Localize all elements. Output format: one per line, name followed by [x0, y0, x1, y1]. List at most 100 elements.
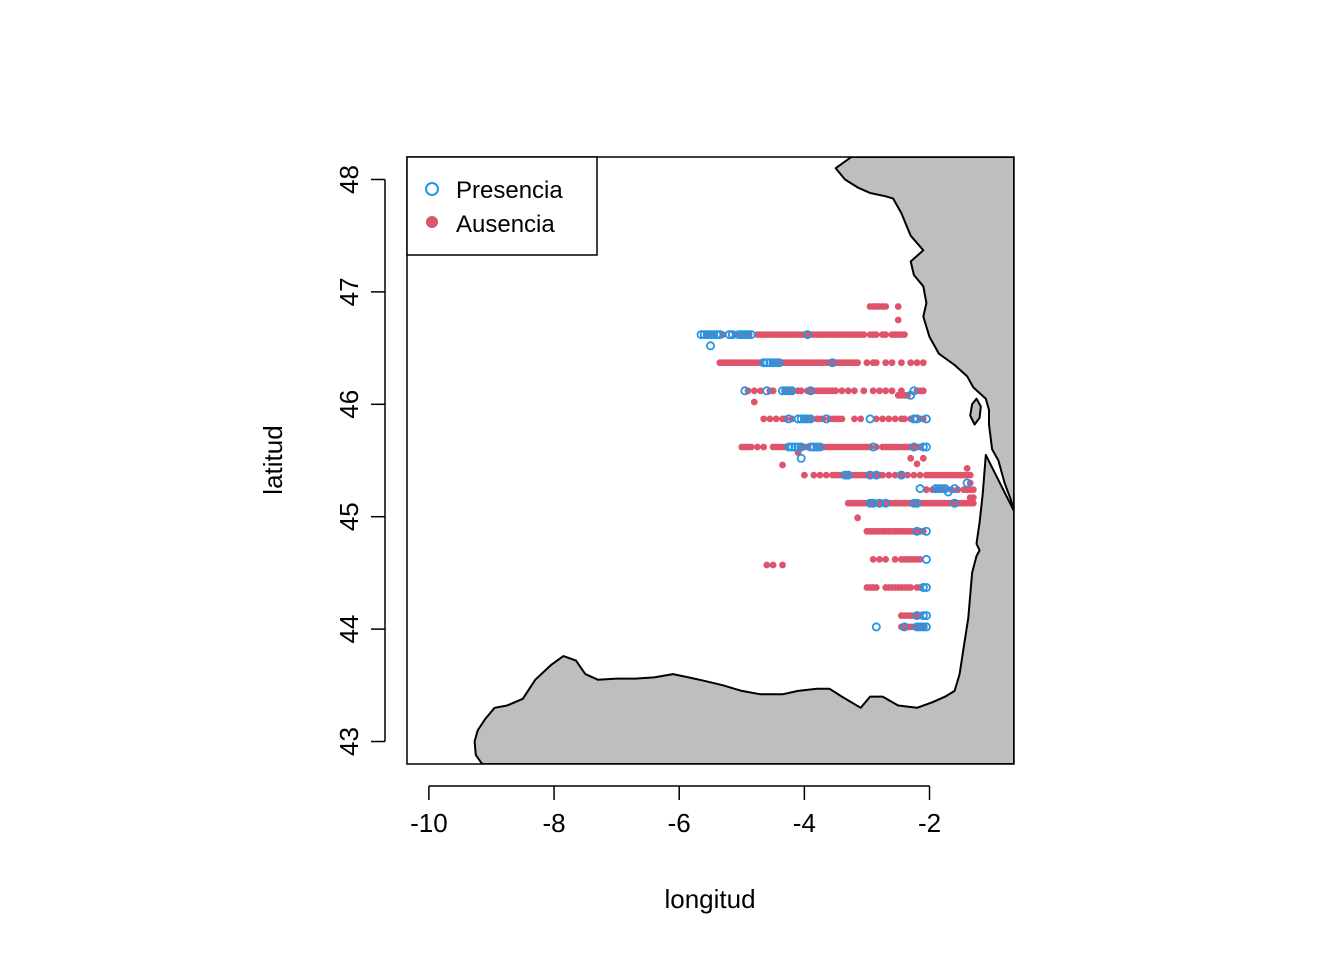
x-tick-label: -8 [542, 808, 565, 838]
ausencia-point [838, 415, 846, 423]
ausencia-point [882, 556, 890, 563]
presencia-point [812, 442, 822, 452]
ausencia-point [919, 387, 927, 395]
ausencia-point [885, 415, 893, 423]
ausencia-point [894, 316, 902, 324]
presencia-point [784, 442, 794, 452]
presencia-point [950, 498, 960, 508]
ausencia-point [760, 443, 768, 451]
y-tick-label: 44 [334, 615, 364, 644]
presencia-point [759, 358, 769, 368]
presencia-point [828, 358, 838, 368]
ausencia-point [919, 454, 927, 462]
ausencia-point [891, 415, 899, 423]
ausencia-point [898, 359, 905, 367]
ausencia-point [872, 331, 880, 338]
x-tick-label: -6 [668, 808, 691, 838]
presencia-point [734, 330, 744, 340]
ausencia-point [876, 556, 883, 563]
presencia-point [912, 611, 922, 621]
ausencia-point [888, 359, 896, 367]
ausencia-point [757, 387, 764, 395]
ausencia-point [888, 387, 896, 395]
presencia-point [803, 330, 813, 340]
presencia-point [875, 498, 885, 508]
presencia-point [762, 386, 772, 396]
presencia-point [912, 622, 922, 632]
y-axis-title: latitud [258, 425, 288, 494]
presencia-point [881, 498, 891, 508]
plot-frame [406, 156, 1015, 765]
presencia-point [762, 358, 772, 368]
ausencia-point [913, 359, 921, 367]
x-axis-title: longitud [664, 884, 755, 914]
y-tick-label: 47 [334, 277, 364, 306]
y-tick-label: 46 [334, 390, 364, 419]
presencia-point [784, 414, 794, 424]
presencia-point [962, 478, 972, 488]
presencia-point [921, 442, 931, 452]
presencia-point [796, 442, 806, 452]
presencia-point [921, 583, 931, 593]
presencia-point [715, 330, 725, 340]
presencia-point [843, 470, 853, 480]
presencia-point [915, 484, 925, 494]
y-tick-label: 43 [334, 727, 364, 756]
land-layer [473, 157, 1014, 764]
presencia-point [774, 358, 784, 368]
presencia-point [771, 358, 781, 368]
ausencia-point [857, 415, 865, 423]
x-tick-label: -2 [918, 808, 941, 838]
ausencia-point [891, 556, 899, 563]
ausencia-point [860, 331, 868, 338]
presencia-point [865, 470, 875, 480]
presencia-point [840, 470, 850, 480]
ausencia-point [969, 494, 977, 501]
ausencia-point [963, 465, 971, 472]
presencia-point [768, 358, 778, 368]
ausencia-point [869, 387, 877, 395]
presencia-point [706, 330, 716, 340]
ausencia-point [907, 454, 915, 462]
ausencia-point [810, 471, 818, 479]
presencia-point [921, 526, 931, 536]
ausencia-point [882, 387, 890, 395]
ausencia-point [750, 387, 758, 395]
presencia-point [912, 414, 922, 424]
ausencia-point [872, 359, 880, 367]
ausencia-point [919, 359, 927, 367]
presencia-point [921, 414, 931, 424]
presencia-point [706, 341, 716, 351]
presencia-point [865, 498, 875, 508]
presencia-point [912, 526, 922, 536]
ausencia-point [766, 415, 774, 423]
ausencia-point [754, 443, 761, 451]
ausencia-point [907, 584, 915, 591]
presencia-point [909, 498, 919, 508]
presencia-point [727, 330, 737, 340]
ausencia-point [872, 584, 880, 591]
ausencia-point [779, 561, 786, 569]
legend: Presencia Ausencia [406, 156, 598, 256]
presencia-point [796, 453, 806, 463]
ausencia-point [901, 415, 908, 423]
y-tick-label: 48 [334, 165, 364, 194]
presencia-point [871, 622, 881, 632]
presencia-point [918, 622, 928, 632]
ausencia-point [763, 561, 771, 569]
presencia-point [815, 442, 825, 452]
ausencia-point [966, 471, 974, 479]
presencia-point [871, 470, 881, 480]
presencia-point [912, 498, 922, 508]
presencia-point [906, 390, 916, 400]
ausencia-point [894, 303, 902, 310]
ausencia-point [801, 471, 808, 479]
ausencia-point [797, 387, 805, 395]
presencia-point [806, 386, 816, 396]
presencia-point [909, 442, 919, 452]
ausencia-point [923, 486, 930, 494]
presencia-point [803, 414, 813, 424]
legend-ausencia-label: Ausencia [456, 211, 555, 238]
legend-box [406, 156, 598, 256]
